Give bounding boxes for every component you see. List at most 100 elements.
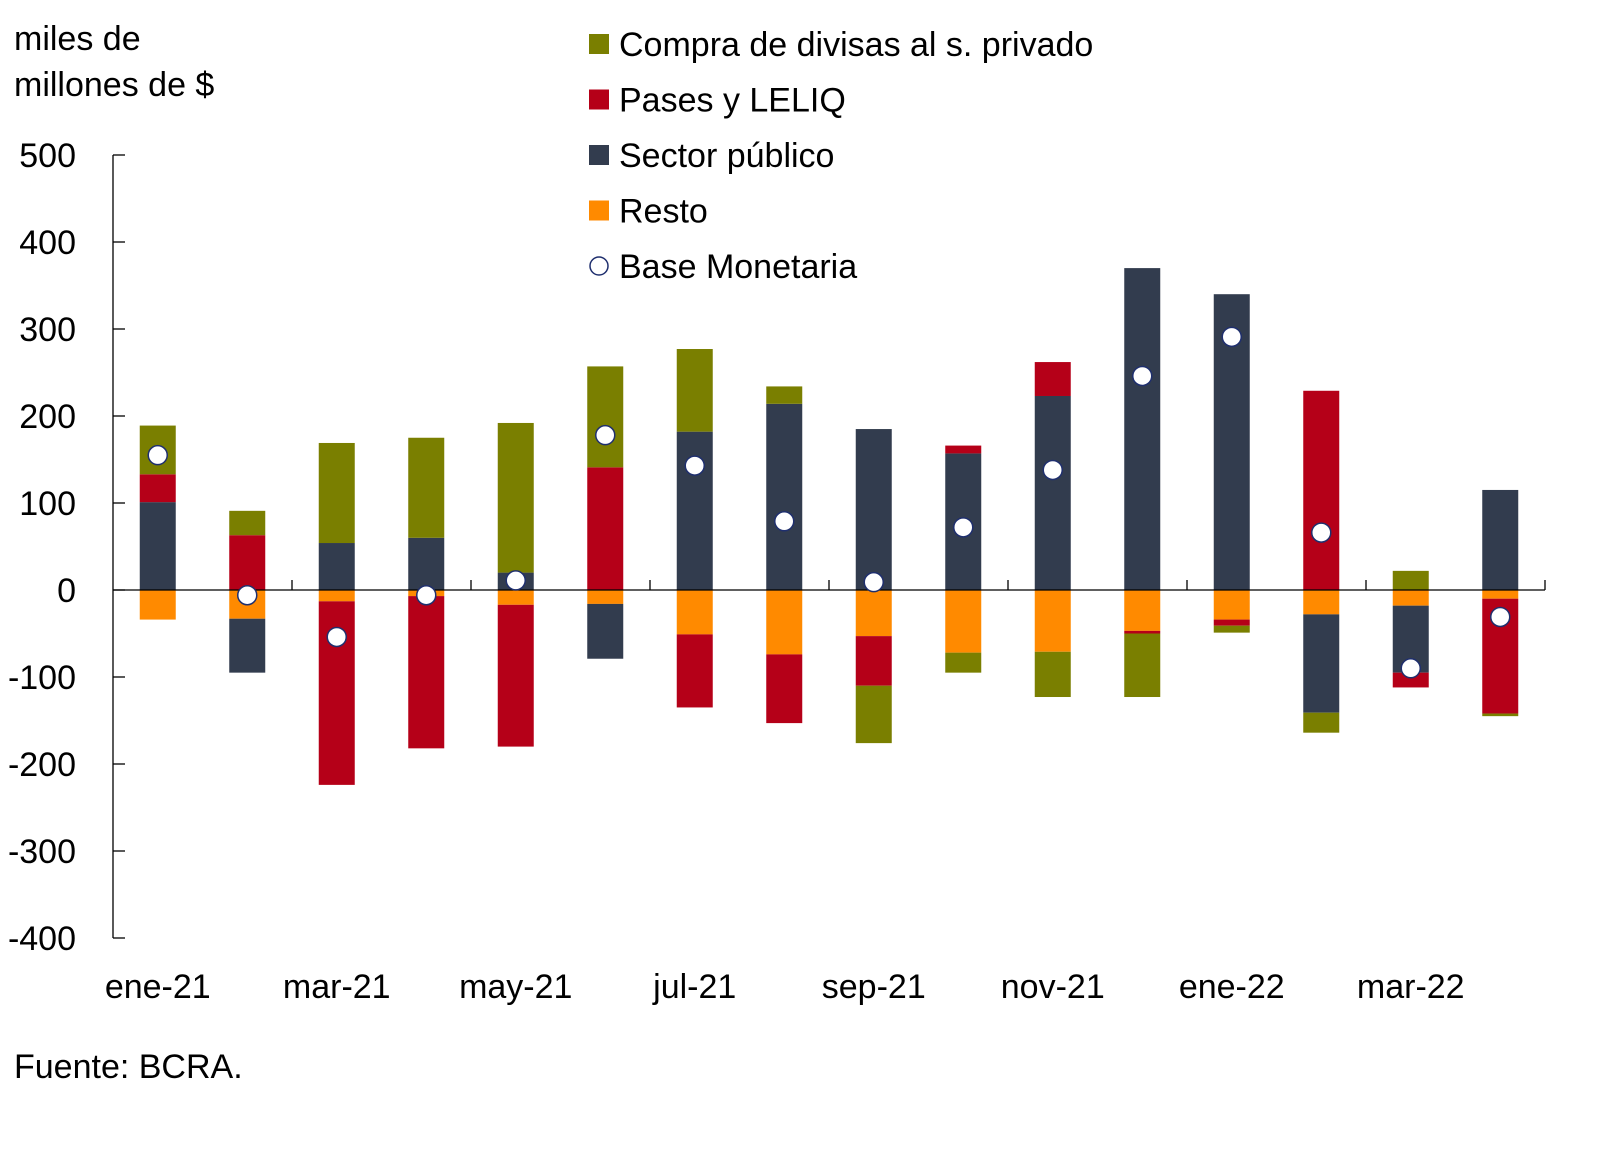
bar-segment [1124, 630, 1161, 634]
bar-segment [318, 543, 355, 590]
bar-segment [945, 590, 982, 653]
markers [147, 326, 1511, 679]
base-monetaria-point [774, 511, 795, 532]
base-monetaria-point [953, 517, 974, 538]
y-axis-label-line1: miles de [14, 20, 141, 58]
base-monetaria-point [326, 626, 347, 648]
bar-segment [497, 590, 534, 605]
base-monetaria-point [1490, 606, 1511, 628]
base-monetaria-point [505, 570, 526, 591]
base-monetaria-point [237, 584, 258, 606]
bar-segment [408, 596, 445, 749]
bar-segment [1392, 590, 1429, 606]
x-tick-label: ene-21 [105, 968, 211, 1006]
y-tick-label: 0 [57, 572, 76, 610]
y-tick-label: 500 [19, 137, 76, 175]
bar-segment [766, 590, 803, 655]
y-axis-label-line2: millones de $ [14, 66, 214, 104]
base-monetaria-point [1042, 459, 1063, 481]
base-monetaria-point [684, 455, 705, 476]
bar-segment [676, 349, 713, 432]
bar-segment [1034, 395, 1071, 590]
bar-segment [229, 618, 266, 673]
bar-segment [1392, 570, 1429, 590]
bar-segment [587, 590, 624, 604]
bar-segment [676, 634, 713, 708]
base-monetaria-point [1221, 326, 1242, 348]
base-monetaria-point [1311, 522, 1332, 543]
bar-segment [1303, 712, 1340, 733]
x-tick-label: jul-21 [652, 968, 736, 1006]
x-tick-label: mar-22 [1357, 968, 1465, 1006]
bar-segment [1124, 633, 1161, 698]
base-monetaria-point [147, 444, 168, 466]
bar-segment [1034, 362, 1071, 396]
bar-segment [1124, 590, 1161, 631]
bar-segment [497, 422, 534, 573]
bar-segment [766, 654, 803, 724]
legend-label: Pases y LELIQ [619, 82, 846, 120]
bar-segment [1303, 390, 1340, 590]
bar-segment [497, 604, 534, 747]
y-tick-label: -100 [8, 659, 76, 697]
bar-segment [676, 590, 713, 635]
legend-marker-icon [589, 256, 609, 276]
bar-segment [855, 636, 892, 686]
bar-segment [1124, 268, 1161, 590]
bar-segment [855, 429, 892, 590]
bar-segment [139, 590, 176, 620]
bar-segment [587, 366, 624, 468]
x-tick-label: nov-21 [1001, 968, 1105, 1006]
legend-swatch-icon [589, 200, 609, 221]
base-monetaria-point [1400, 658, 1421, 679]
y-tick-label: -200 [8, 746, 76, 784]
axes: 500 400 300 200 100 0 -100 -200 -300 -400 ene-21 ma… [8, 137, 1546, 1006]
legend-label: Sector público [619, 137, 834, 175]
y-tick-label: -300 [8, 833, 76, 871]
legend: Compra de divisas al s. privado Pases y L… [589, 26, 1093, 286]
y-tick-label: 300 [19, 311, 76, 349]
bar-segment [229, 535, 266, 590]
bar-segment [1303, 614, 1340, 713]
bar-segment [1482, 489, 1519, 590]
legend-swatch-icon [589, 145, 609, 165]
bar-segment [408, 437, 445, 538]
source-note: Fuente: BCRA. [14, 1048, 243, 1086]
bar-segment [855, 590, 892, 637]
base-monetaria-point [863, 571, 884, 593]
x-tick-label: sep-21 [822, 968, 926, 1006]
legend-swatch-icon [589, 89, 609, 110]
base-monetaria-point [416, 584, 437, 606]
bar-segment [318, 442, 355, 544]
bar-segment [229, 510, 266, 536]
bar-segment [1392, 672, 1429, 688]
y-tick-label: 100 [19, 485, 76, 523]
bar-segment [1213, 590, 1250, 620]
bar-segment [587, 603, 624, 659]
y-tick-label: 200 [19, 398, 76, 436]
bar-segment [587, 467, 624, 590]
x-tick-label: mar-21 [283, 968, 391, 1006]
bar-segment [139, 474, 176, 503]
x-tick-label: ene-22 [1179, 968, 1285, 1006]
bar-segment [1303, 590, 1340, 615]
x-tick-label: may-21 [459, 968, 572, 1006]
bars [139, 268, 1519, 785]
base-monetaria-point [595, 424, 616, 446]
bar-segment [945, 445, 982, 454]
bar-segment [855, 685, 892, 744]
bar-segment [1034, 590, 1071, 652]
bar-segment [1482, 590, 1519, 599]
bar-segment [1482, 713, 1519, 717]
legend-swatch-icon [589, 34, 609, 54]
legend-label: Resto [619, 193, 708, 231]
y-tick-label: -400 [8, 920, 76, 958]
bar-segment [408, 537, 445, 590]
legend-label: Compra de divisas al s. privado [619, 26, 1093, 64]
y-tick-label: 400 [19, 224, 76, 262]
bar-segment [1213, 625, 1250, 633]
base-monetaria-point [1132, 365, 1153, 387]
bar-segment [766, 386, 803, 404]
legend-label: Base Monetaria [619, 248, 857, 286]
